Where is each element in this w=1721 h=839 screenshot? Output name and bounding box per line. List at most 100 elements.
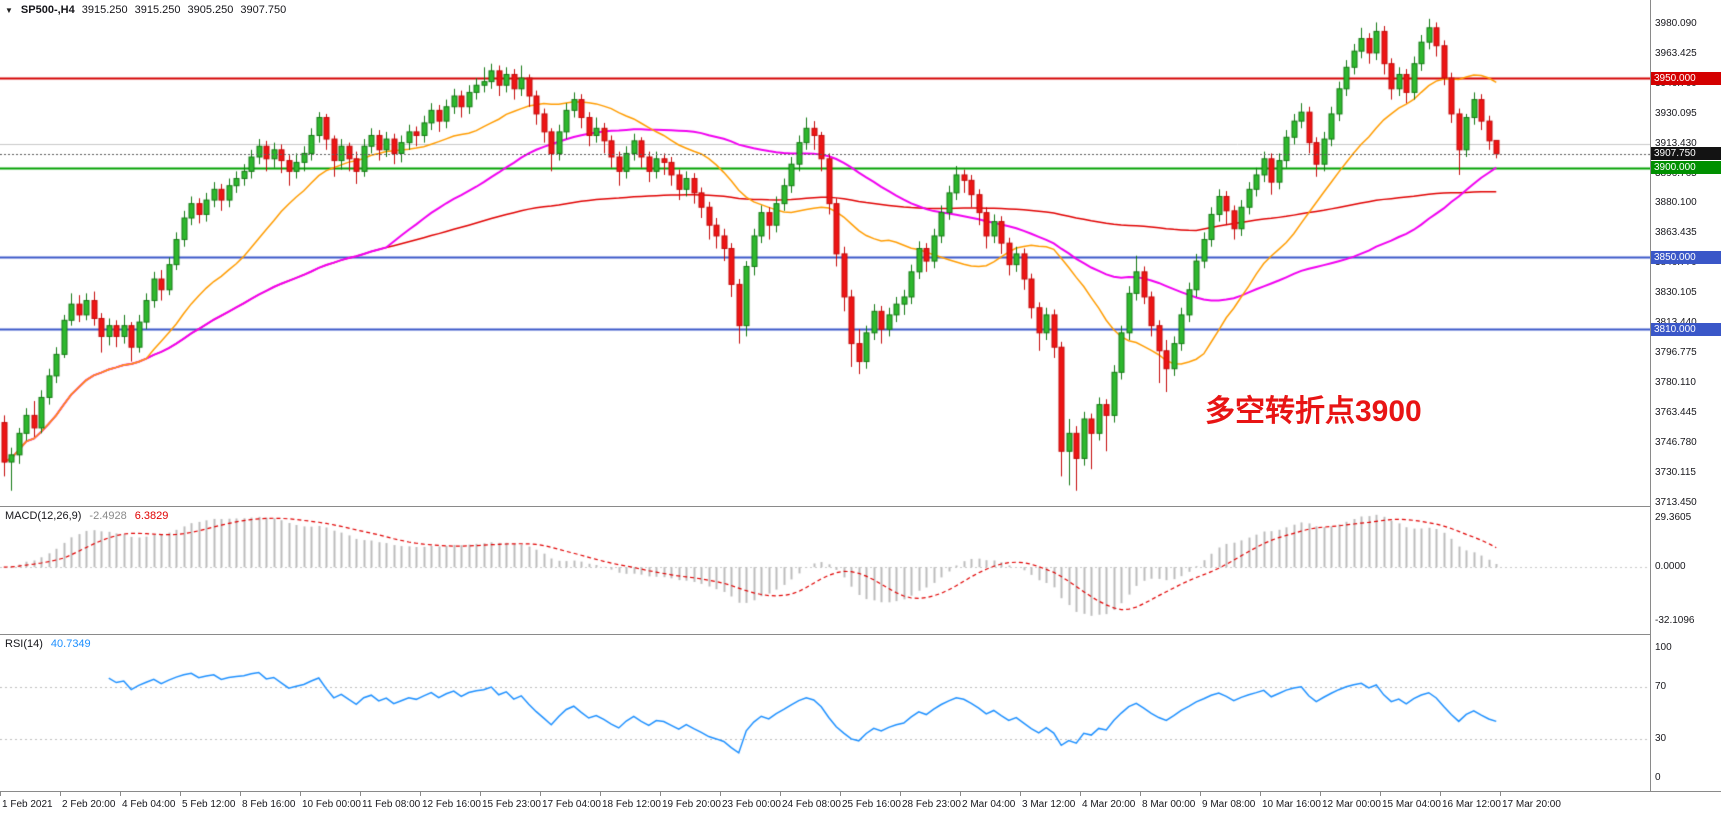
- price-tick-label: 3796.775: [1655, 346, 1697, 358]
- price-tick-label: 3913.430: [1655, 137, 1697, 149]
- rsi-tick-label: 70: [1655, 681, 1667, 692]
- time-tick: [1020, 792, 1021, 796]
- time-axis-label: 1 Feb 2021: [2, 799, 53, 810]
- price-tag-3850.000: 3850.000: [1651, 250, 1721, 264]
- rsi-label: RSI(14): [5, 638, 43, 650]
- time-axis-label: 4 Feb 04:00: [122, 799, 176, 810]
- time-tick: [960, 792, 961, 796]
- price-tick-label: 3730.115: [1655, 466, 1696, 478]
- price-axis[interactable]: 3980.0903963.4253946.7603930.0953913.430…: [1650, 0, 1721, 791]
- time-tick: [780, 792, 781, 796]
- time-axis-label: 2 Mar 04:00: [962, 799, 1016, 810]
- time-axis-label: 15 Mar 04:00: [1382, 799, 1441, 810]
- time-axis-label: 16 Mar 12:00: [1442, 799, 1501, 810]
- time-axis[interactable]: 1 Feb 2021 2 Feb 20:00 4 Feb 04:00 5 Feb 12…: [0, 791, 1721, 839]
- price-tick-label: 3713.450: [1655, 496, 1697, 508]
- price-tick-label: 3980.090: [1655, 18, 1697, 30]
- rsi-value: 40.7349: [50, 638, 91, 650]
- macd-label: MACD(12,26,9): [5, 510, 82, 522]
- macd-header: MACD(12,26,9) -2.4928 6.3829: [5, 510, 168, 522]
- time-axis-label: 23 Feb 00:00: [722, 799, 781, 810]
- price-tag-3810.000: 3810.000: [1651, 322, 1721, 336]
- time-axis-label: 25 Feb 16:00: [842, 799, 901, 810]
- time-axis-label: 28 Feb 23:00: [902, 799, 961, 810]
- time-axis-label: 18 Feb 12:00: [602, 799, 661, 810]
- chart-menu-arrow-icon[interactable]: ▼: [5, 5, 13, 15]
- price-chart-panel: ▼ SP500-,H4 3915.250 3915.250 3905.250 3…: [0, 0, 1650, 506]
- time-axis-label: 24 Feb 08:00: [782, 799, 841, 810]
- time-tick: [60, 792, 61, 796]
- rsi-canvas[interactable]: [0, 635, 1650, 791]
- time-axis-label: 19 Feb 20:00: [662, 799, 721, 810]
- time-axis-label: 4 Mar 20:00: [1082, 799, 1136, 810]
- time-tick: [600, 792, 601, 796]
- price-tick-label: 3763.445: [1655, 406, 1697, 418]
- price-tag-3907.750: 3907.750: [1651, 147, 1721, 161]
- time-axis-label: 11 Feb 08:00: [362, 799, 421, 810]
- time-tick: [720, 792, 721, 796]
- price-tick-label: 3963.425: [1655, 47, 1697, 59]
- time-tick: [840, 792, 841, 796]
- time-axis-label: 12 Mar 00:00: [1322, 799, 1381, 810]
- price-tick-label: 3863.435: [1655, 227, 1697, 239]
- time-tick: [1200, 792, 1201, 796]
- time-tick: [660, 792, 661, 796]
- macd-main-value: -2.4928: [89, 510, 127, 522]
- macd-canvas[interactable]: [0, 507, 1650, 634]
- price-chart-canvas[interactable]: [0, 0, 1650, 506]
- high-value: 3915.250: [134, 4, 181, 16]
- close-value: 3907.750: [240, 4, 287, 16]
- price-tick-label: 3880.100: [1655, 197, 1697, 209]
- open-value: 3915.250: [81, 4, 128, 16]
- time-axis-label: 10 Mar 16:00: [1262, 799, 1321, 810]
- time-tick: [1140, 792, 1141, 796]
- time-axis-label: 5 Feb 12:00: [182, 799, 236, 810]
- time-tick: [1500, 792, 1501, 796]
- rsi-tick-label: 0: [1655, 772, 1661, 783]
- time-axis-label: 10 Feb 00:00: [302, 799, 361, 810]
- time-tick: [120, 792, 121, 796]
- price-tick-label: 3780.110: [1655, 376, 1696, 388]
- time-tick: [360, 792, 361, 796]
- time-tick: [540, 792, 541, 796]
- price-tick-label: 3830.105: [1655, 287, 1697, 299]
- rsi-tick-label: 100: [1655, 642, 1672, 653]
- time-tick: [480, 792, 481, 796]
- time-tick: [1440, 792, 1441, 796]
- macd-panel: MACD(12,26,9) -2.4928 6.3829: [0, 507, 1650, 634]
- price-tag-3900.000: 3900.000: [1651, 161, 1721, 175]
- low-value: 3905.250: [187, 4, 234, 16]
- time-tick: [1080, 792, 1081, 796]
- price-tick-label: 3746.780: [1655, 436, 1697, 448]
- time-axis-label: 17 Feb 04:00: [542, 799, 601, 810]
- chart-ohlc-header: ▼ SP500-,H4 3915.250 3915.250 3905.250 3…: [5, 4, 286, 16]
- chart-annotation: 多空转折点3900: [1205, 395, 1422, 428]
- time-tick: [1320, 792, 1321, 796]
- time-axis-label: 3 Mar 12:00: [1022, 799, 1076, 810]
- time-axis-label: 12 Feb 16:00: [422, 799, 481, 810]
- time-axis-label: 8 Feb 16:00: [242, 799, 296, 810]
- time-tick: [240, 792, 241, 796]
- time-tick: [1260, 792, 1261, 796]
- time-axis-label: 17 Mar 20:00: [1502, 799, 1561, 810]
- time-axis-label: 2 Feb 20:00: [62, 799, 116, 810]
- time-axis-label: 9 Mar 08:00: [1202, 799, 1256, 810]
- rsi-tick-label: 30: [1655, 733, 1667, 744]
- rsi-header: RSI(14) 40.7349: [5, 638, 91, 650]
- panel-divider[interactable]: [0, 634, 1721, 635]
- time-axis-label: 15 Feb 23:00: [482, 799, 541, 810]
- time-tick: [1380, 792, 1381, 796]
- time-tick: [300, 792, 301, 796]
- rsi-panel: RSI(14) 40.7349: [0, 635, 1650, 791]
- symbol-timeframe-label: SP500-,H4: [20, 4, 75, 16]
- time-tick: [180, 792, 181, 796]
- time-tick: [900, 792, 901, 796]
- macd-signal-value: 6.3829: [134, 510, 169, 522]
- time-axis-label: 8 Mar 00:00: [1142, 799, 1196, 810]
- time-tick: [420, 792, 421, 796]
- macd-tick-label: -32.1096: [1655, 614, 1695, 626]
- panel-divider[interactable]: [0, 506, 1721, 507]
- price-tag-3950.000: 3950.000: [1651, 71, 1721, 85]
- time-tick: [0, 792, 1, 796]
